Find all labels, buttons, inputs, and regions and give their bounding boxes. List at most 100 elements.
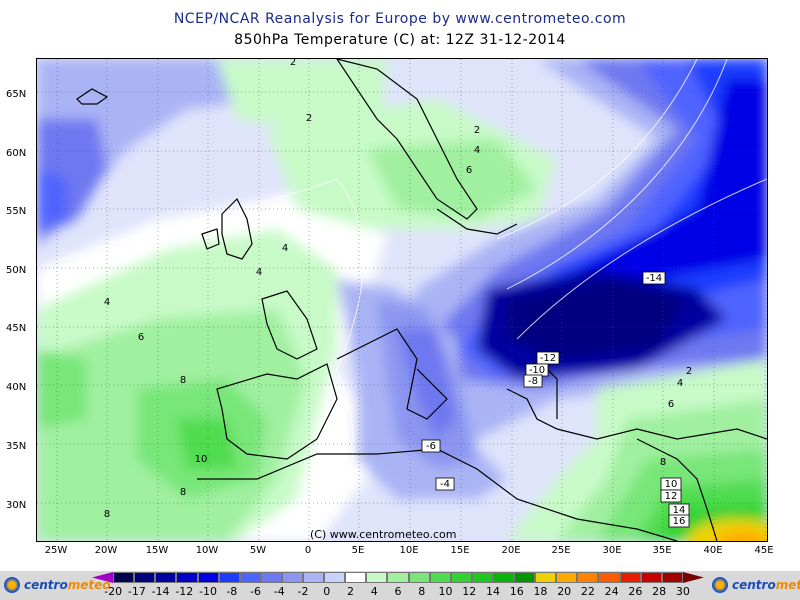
colorbar-tick-label: 0: [323, 585, 331, 598]
lon-label-35e: 35E: [652, 545, 672, 556]
lon-label-25w: 25W: [44, 545, 68, 556]
colorbar-tick-label: 4: [370, 585, 378, 598]
colorbar-swatch: [492, 572, 515, 583]
map-copyright: (C) www.centrometeo.com: [310, 528, 457, 541]
lat-label-65n: 65N: [6, 89, 27, 100]
logo-text-part2: meteo: [67, 578, 111, 592]
colorbar-swatch: [598, 572, 620, 583]
centrometeo-logo-right: centrometeo: [712, 572, 800, 598]
colorbar-swatch: [260, 572, 282, 583]
contour-label: 6: [138, 332, 144, 343]
contour-label: 6: [668, 399, 674, 410]
colorbar-swatch: [281, 572, 304, 583]
lon-label-10w: 10W: [195, 545, 219, 556]
colorbar-tick-label: -17: [127, 585, 146, 598]
colorbar-swatch: [197, 572, 219, 583]
contour-label: 8: [180, 375, 186, 386]
contour-label: 4: [256, 267, 262, 278]
lat-label-50n: 50N: [6, 265, 27, 276]
colorbar-swatch: [450, 572, 472, 583]
contour-label-boxed: -10: [529, 365, 545, 376]
colorbar-swatch: [408, 572, 430, 583]
lon-label-30e: 30E: [602, 545, 622, 556]
logo-icon: [4, 577, 20, 593]
colorbar-swatch: [640, 572, 662, 583]
colorbar-swatch: [535, 572, 557, 583]
colorbar-tick-label: 20: [557, 585, 572, 598]
contour-label: 8: [180, 487, 186, 498]
temperature-field: 2 2 2 4 6 4 4 4 6 8 10 8 8 -14 -12 -10 -…: [37, 59, 767, 541]
logo-text-part1: centro: [732, 578, 776, 592]
colorbar-swatch: [218, 572, 240, 583]
lat-label-45n: 45N: [6, 323, 27, 334]
lon-label-5e: 5E: [351, 545, 365, 556]
colorbar-tick-label: 10: [438, 585, 453, 598]
lon-label-0: 0: [304, 545, 312, 556]
colorbar-swatch: [661, 572, 683, 583]
contour-label-boxed: 12: [665, 491, 678, 502]
colorbar-tick-label: 28: [652, 585, 667, 598]
colorbar-tick-label: 16: [509, 585, 524, 598]
lon-label-10e: 10E: [399, 545, 419, 556]
colorbar-swatch: [577, 572, 599, 583]
contour-label: 10: [195, 454, 208, 465]
lat-label-35n: 35N: [6, 441, 27, 452]
logo-text-part1: centro: [24, 578, 68, 592]
lon-label-5w: 5W: [249, 545, 267, 556]
logo-text-part2: meteo: [775, 578, 800, 592]
colorbar-swatch: [387, 572, 409, 583]
lon-label-15w: 15W: [145, 545, 169, 556]
coastlines: [76, 59, 767, 541]
contour-label: 4: [677, 378, 683, 389]
contour-label-boxed: 10: [665, 479, 678, 490]
colorbar-swatch: [176, 572, 198, 583]
colorbar-swatch: [92, 572, 114, 583]
contour-label: 4: [474, 145, 480, 156]
lon-label-20w: 20W: [94, 545, 118, 556]
colorbar-tick-label: -10: [199, 585, 218, 598]
colorbar-swatch: [471, 572, 493, 583]
colorbar-swatch: [155, 572, 177, 583]
colorbar-swatch: [514, 572, 536, 583]
colorbar-tick-label: -20: [104, 585, 123, 598]
colorbar-swatch: [134, 572, 156, 583]
contour-label: 8: [660, 457, 666, 468]
lat-label-60n: 60N: [6, 148, 27, 159]
colorbar-tick-label: 2: [347, 585, 355, 598]
colorbar-tick-label: 30: [675, 585, 690, 598]
contour-label: 4: [104, 297, 110, 308]
colorbar-swatch: [324, 572, 346, 583]
contour-label: 2: [686, 366, 692, 377]
contour-label: 2: [306, 113, 312, 124]
contour-label: 8: [104, 509, 110, 520]
contour-label: 2: [290, 59, 296, 68]
colorbar-tick-label: 8: [418, 585, 426, 598]
colorbar-tick-label: 14: [485, 585, 500, 598]
colorbar-swatch: [345, 572, 367, 583]
lat-label-55n: 55N: [6, 206, 27, 217]
colorbar-tick-label: 12: [462, 585, 477, 598]
colorbar-tick-label: 6: [394, 585, 402, 598]
temperature-map: 2 2 2 4 6 4 4 4 6 8 10 8 8 -14 -12 -10 -…: [36, 58, 768, 542]
chart-subtitle: 850hPa Temperature (C) at: 12Z 31-12-201…: [234, 32, 566, 48]
contour-label-boxed: -6: [426, 441, 436, 452]
contour-label-boxed: -4: [440, 479, 450, 490]
colorbar-swatch: [619, 572, 641, 583]
colorbar-tick-label: -8: [226, 585, 238, 598]
lon-label-20e: 20E: [501, 545, 521, 556]
contour-label-boxed: -8: [528, 376, 538, 387]
colorbar-tick-label: -2: [297, 585, 309, 598]
colorbar-tick-label: -14: [151, 585, 170, 598]
lon-label-45e: 45E: [754, 545, 774, 556]
lon-label-15e: 15E: [450, 545, 470, 556]
chart-title: NCEP/NCAR Reanalysis for Europe by www.c…: [173, 11, 627, 27]
contour-label: 2: [474, 125, 480, 136]
lon-label-25e: 25E: [551, 545, 571, 556]
colorbar-tick-label: 22: [580, 585, 595, 598]
contour-label-boxed: 16: [673, 516, 686, 527]
colorbar-swatch: [303, 572, 325, 583]
colorbar-tick-label: -12: [175, 585, 194, 598]
contour-label-boxed: -12: [540, 353, 556, 364]
colorbar-swatch: [239, 572, 261, 583]
colorbar-tick-label: -4: [273, 585, 285, 598]
